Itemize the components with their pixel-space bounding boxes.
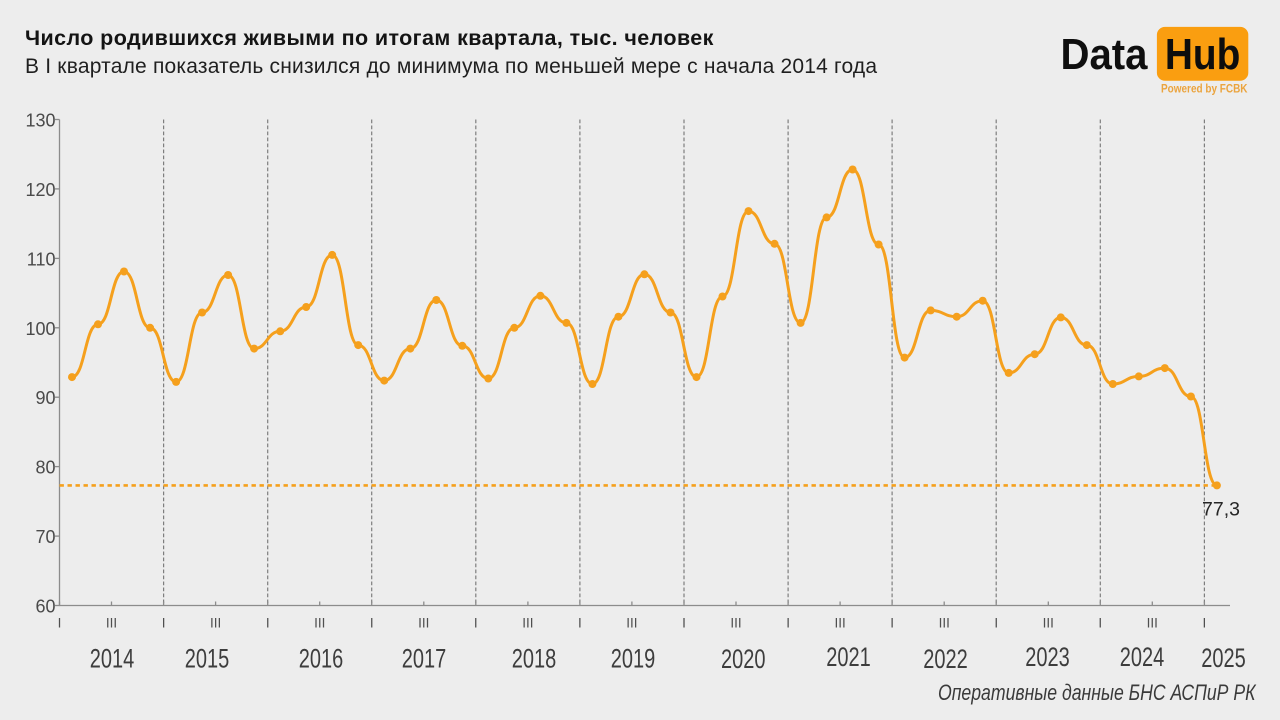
svg-text:III: III: [730, 615, 741, 630]
svg-text:130: 130: [25, 111, 55, 131]
svg-text:2020: 2020: [721, 644, 766, 674]
svg-text:I: I: [994, 615, 998, 630]
svg-text:Powered by FCBK: Powered by FCBK: [1161, 84, 1248, 96]
svg-text:III: III: [418, 615, 429, 630]
svg-text:I: I: [1203, 615, 1207, 630]
svg-text:2018: 2018: [512, 644, 557, 674]
svg-text:I: I: [1098, 615, 1102, 630]
svg-text:Hub: Hub: [1165, 30, 1241, 79]
svg-text:III: III: [106, 615, 117, 630]
svg-text:120: 120: [25, 180, 55, 200]
svg-text:I: I: [474, 615, 478, 630]
svg-text:I: I: [266, 615, 270, 630]
svg-text:III: III: [1043, 615, 1054, 630]
svg-text:2016: 2016: [299, 644, 344, 674]
svg-text:I: I: [162, 615, 166, 630]
svg-text:2015: 2015: [185, 644, 230, 674]
svg-text:2019: 2019: [611, 644, 656, 674]
svg-text:I: I: [890, 615, 894, 630]
svg-text:Data: Data: [1061, 30, 1148, 79]
svg-text:110: 110: [27, 249, 56, 269]
svg-text:III: III: [314, 615, 325, 630]
svg-text:60: 60: [35, 597, 55, 617]
svg-text:III: III: [834, 615, 845, 630]
svg-text:2021: 2021: [826, 642, 871, 672]
svg-text:70: 70: [35, 527, 55, 547]
svg-text:III: III: [1147, 615, 1158, 630]
svg-text:I: I: [578, 615, 582, 630]
svg-text:100: 100: [25, 319, 55, 339]
svg-text:2022: 2022: [923, 644, 968, 674]
svg-text:80: 80: [35, 458, 55, 478]
svg-text:2014: 2014: [90, 644, 135, 674]
svg-text:I: I: [682, 615, 686, 630]
svg-text:Оперативные данные БНС АСПиР Р: Оперативные данные БНС АСПиР РК: [938, 680, 1257, 705]
svg-text:2023: 2023: [1025, 642, 1070, 672]
svg-text:I: I: [786, 615, 790, 630]
svg-text:2017: 2017: [402, 644, 447, 674]
svg-text:III: III: [210, 615, 221, 630]
svg-text:2024: 2024: [1120, 642, 1165, 672]
svg-text:III: III: [939, 615, 950, 630]
svg-text:77,3: 77,3: [1202, 499, 1240, 521]
svg-text:2025: 2025: [1201, 643, 1246, 673]
svg-text:III: III: [522, 615, 533, 630]
svg-text:I: I: [58, 615, 62, 630]
svg-text:I: I: [370, 615, 374, 630]
svg-text:90: 90: [35, 388, 55, 408]
svg-text:III: III: [626, 615, 637, 630]
